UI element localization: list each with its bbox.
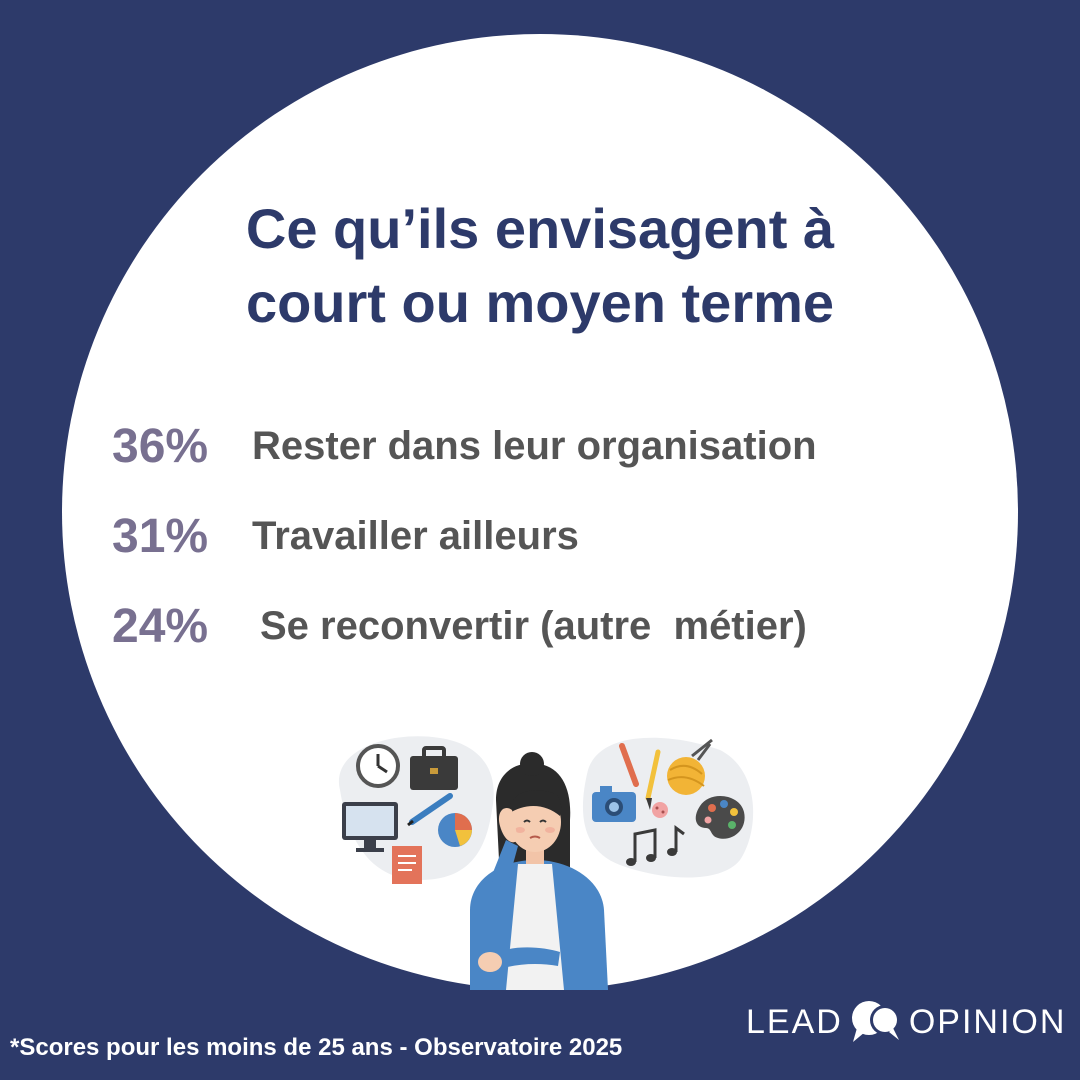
stat-row-reconvert: 24% Se reconvertir (autre métier) [112,596,807,656]
palette-icon [695,795,745,839]
stat-percent: 31% [112,509,209,563]
lead-opinion-logo: LEAD OPINION [746,994,1066,1050]
stat-percent: 24% [112,599,209,653]
logo-word-opinion: OPINION [908,1002,1067,1041]
right-bubble-blob [582,737,754,878]
yarn-ball-icon [667,738,713,795]
stat-row-stay: 36% Rester dans leur organisation [112,416,817,476]
stat-percent: 36% [112,419,209,473]
stat-label: Rester dans leur organisation [252,423,817,468]
title-line-1: Ce qu’ils envisagent à [245,197,835,260]
logo-word-lead: LEAD [746,1002,843,1041]
clock-icon [356,744,400,788]
title-line-2: court ou moyen terme [245,271,835,334]
brush-icon [645,749,661,810]
button-icon [652,802,668,818]
page-title: Ce qu’ils envisagent à court ou moyen te… [150,192,930,340]
speech-bubbles-icon [851,1001,900,1042]
stat-label: Se reconvertir (autre métier) [260,603,807,648]
monitor-icon [342,802,398,852]
woman-figure [470,752,608,990]
stat-label: Travailler ailleurs [252,513,579,558]
footnote: *Scores pour les moins de 25 ans - Obser… [10,1034,623,1061]
stat-row-elsewhere: 31% Travailler ailleurs [112,506,579,566]
pie-chart-icon [438,813,472,847]
music-notes-icon [626,825,685,866]
pen-icon [407,793,453,827]
camera-icon [592,786,636,822]
document-icon [392,846,422,884]
pencil-icon [619,743,639,787]
woman-thinking-illustration [338,736,754,990]
briefcase-icon [410,746,458,790]
